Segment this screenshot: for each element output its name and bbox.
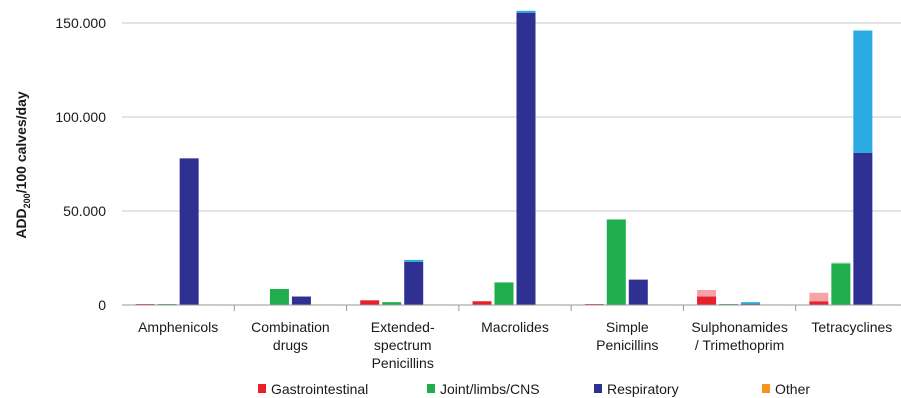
bar: [291, 296, 311, 305]
bar-upper-segment: [516, 10, 536, 13]
y-axis-title-rest: /100 calves/day: [13, 91, 29, 193]
bars: [135, 10, 895, 305]
bar-upper-segment: [697, 289, 717, 297]
bar-upper-segment: [853, 30, 873, 153]
bar: [472, 301, 492, 305]
y-axis-title-subscript: 200: [22, 193, 32, 208]
category-labels: Amphenicols Combination drugs Extended-spec…: [138, 319, 892, 371]
bar-upper-segment: [809, 292, 829, 302]
legend-label: Other: [775, 381, 810, 397]
category-label-line: Extended-: [371, 319, 435, 335]
legend-swatch: [427, 384, 435, 393]
category-label-line: Penicillins: [596, 337, 658, 353]
bar: [516, 12, 536, 305]
bar: [269, 289, 289, 305]
x-axis: [122, 304, 901, 311]
legend: Gastrointestinal Joint/limbs/CNS Respirato…: [258, 381, 810, 397]
category-label-line: drugs: [273, 337, 308, 353]
legend-label: Joint/limbs/CNS: [440, 381, 540, 397]
y-axis-title: ADD200/100 calves/day: [13, 91, 32, 239]
category-label-line: Simple: [606, 319, 649, 335]
bar: [179, 158, 199, 305]
bar: [697, 296, 717, 305]
bar-upper-segment: [404, 259, 424, 262]
bar: [831, 263, 851, 305]
y-tick-label: 50.000: [63, 203, 106, 219]
y-tick-label: 100.000: [55, 109, 106, 125]
category-label-line: spectrum: [374, 337, 432, 353]
category-label: Amphenicols: [138, 319, 218, 335]
bar-upper-segment: [741, 302, 761, 305]
bar: [606, 219, 626, 305]
category-label-line: Sulphonamides: [691, 319, 788, 335]
y-tick-label: 150.000: [55, 15, 106, 31]
legend-swatch: [594, 384, 602, 393]
category-label: Sulphonamides / Trimethoprim: [691, 319, 788, 353]
bar: [853, 152, 873, 305]
category-label-line: Tetracyclines: [811, 319, 892, 335]
bar: [382, 302, 402, 305]
category-label: Extended-spectrum Penicillins: [371, 319, 435, 371]
category-label: Combination drugs: [251, 319, 330, 353]
legend-label: Respiratory: [607, 381, 679, 397]
category-label-line: / Trimethoprim: [695, 337, 784, 353]
bar: [809, 301, 829, 305]
bar: [628, 279, 648, 305]
category-label-line: Amphenicols: [138, 319, 218, 335]
y-tick-label: 0: [98, 297, 106, 313]
gridlines: [122, 22, 901, 212]
bar: [360, 300, 380, 305]
bar: [404, 261, 424, 305]
y-axis-title-main: ADD: [13, 208, 29, 238]
category-label-line: Macrolides: [481, 319, 549, 335]
legend-swatch: [762, 384, 770, 393]
category-label: Simple Penicillins: [596, 319, 658, 353]
legend-label: Gastrointestinal: [271, 381, 368, 397]
legend-swatch: [258, 384, 266, 393]
category-label: Macrolides: [481, 319, 549, 335]
y-tick-labels: 0 50.000 100.000 150.000: [55, 15, 106, 313]
bar: [494, 282, 514, 305]
category-label-line: Penicillins: [372, 355, 434, 371]
category-label-line: Combination: [251, 319, 330, 335]
bar-upper-segment: [831, 262, 851, 264]
category-label: Tetracyclines: [811, 319, 892, 335]
